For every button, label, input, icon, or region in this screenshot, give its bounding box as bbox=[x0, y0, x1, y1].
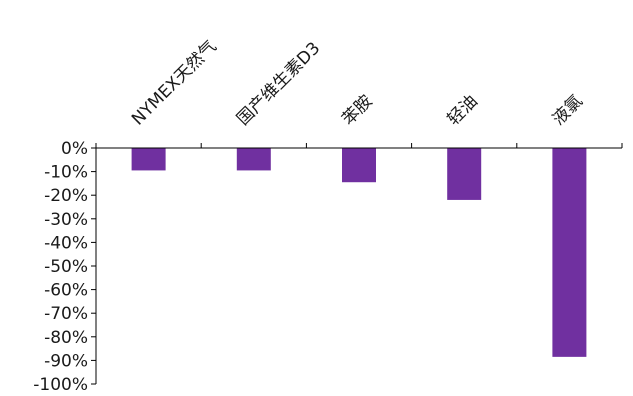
x-axis bbox=[95, 143, 623, 149]
category-label: 液氯 bbox=[549, 91, 587, 129]
bar-5 bbox=[552, 148, 587, 357]
y-tick-label: -10% bbox=[44, 163, 88, 183]
bar-2 bbox=[236, 148, 271, 171]
category-label: NYMEX天然气 bbox=[128, 37, 221, 130]
category-labels: NYMEX天然气 国产维生素D3 苯胺 轻油 液氯 bbox=[128, 37, 587, 130]
y-axis: 0% -10% -20% -30% -40% -50% -60% -70% -80% -90% -1… bbox=[33, 139, 97, 395]
y-tick-label: -20% bbox=[44, 186, 88, 206]
y-tick-label: -100% bbox=[33, 375, 88, 395]
category-label: 轻油 bbox=[444, 91, 482, 129]
y-tick-label: -70% bbox=[44, 304, 88, 324]
y-tick-label: -40% bbox=[44, 233, 88, 253]
bar-4 bbox=[447, 148, 482, 200]
y-tick-label: 0% bbox=[61, 139, 88, 159]
bar-3 bbox=[342, 148, 376, 183]
y-tick-label: -30% bbox=[44, 210, 88, 230]
category-label: 国产维生素D3 bbox=[233, 38, 324, 129]
category-label: 苯胺 bbox=[338, 91, 376, 129]
bar-1 bbox=[131, 148, 166, 171]
y-tick-label: -80% bbox=[44, 328, 88, 348]
bars bbox=[131, 148, 587, 357]
y-tick-label: -50% bbox=[44, 257, 88, 277]
y-tick-label: -90% bbox=[44, 351, 88, 371]
y-tick-label: -60% bbox=[44, 281, 88, 301]
